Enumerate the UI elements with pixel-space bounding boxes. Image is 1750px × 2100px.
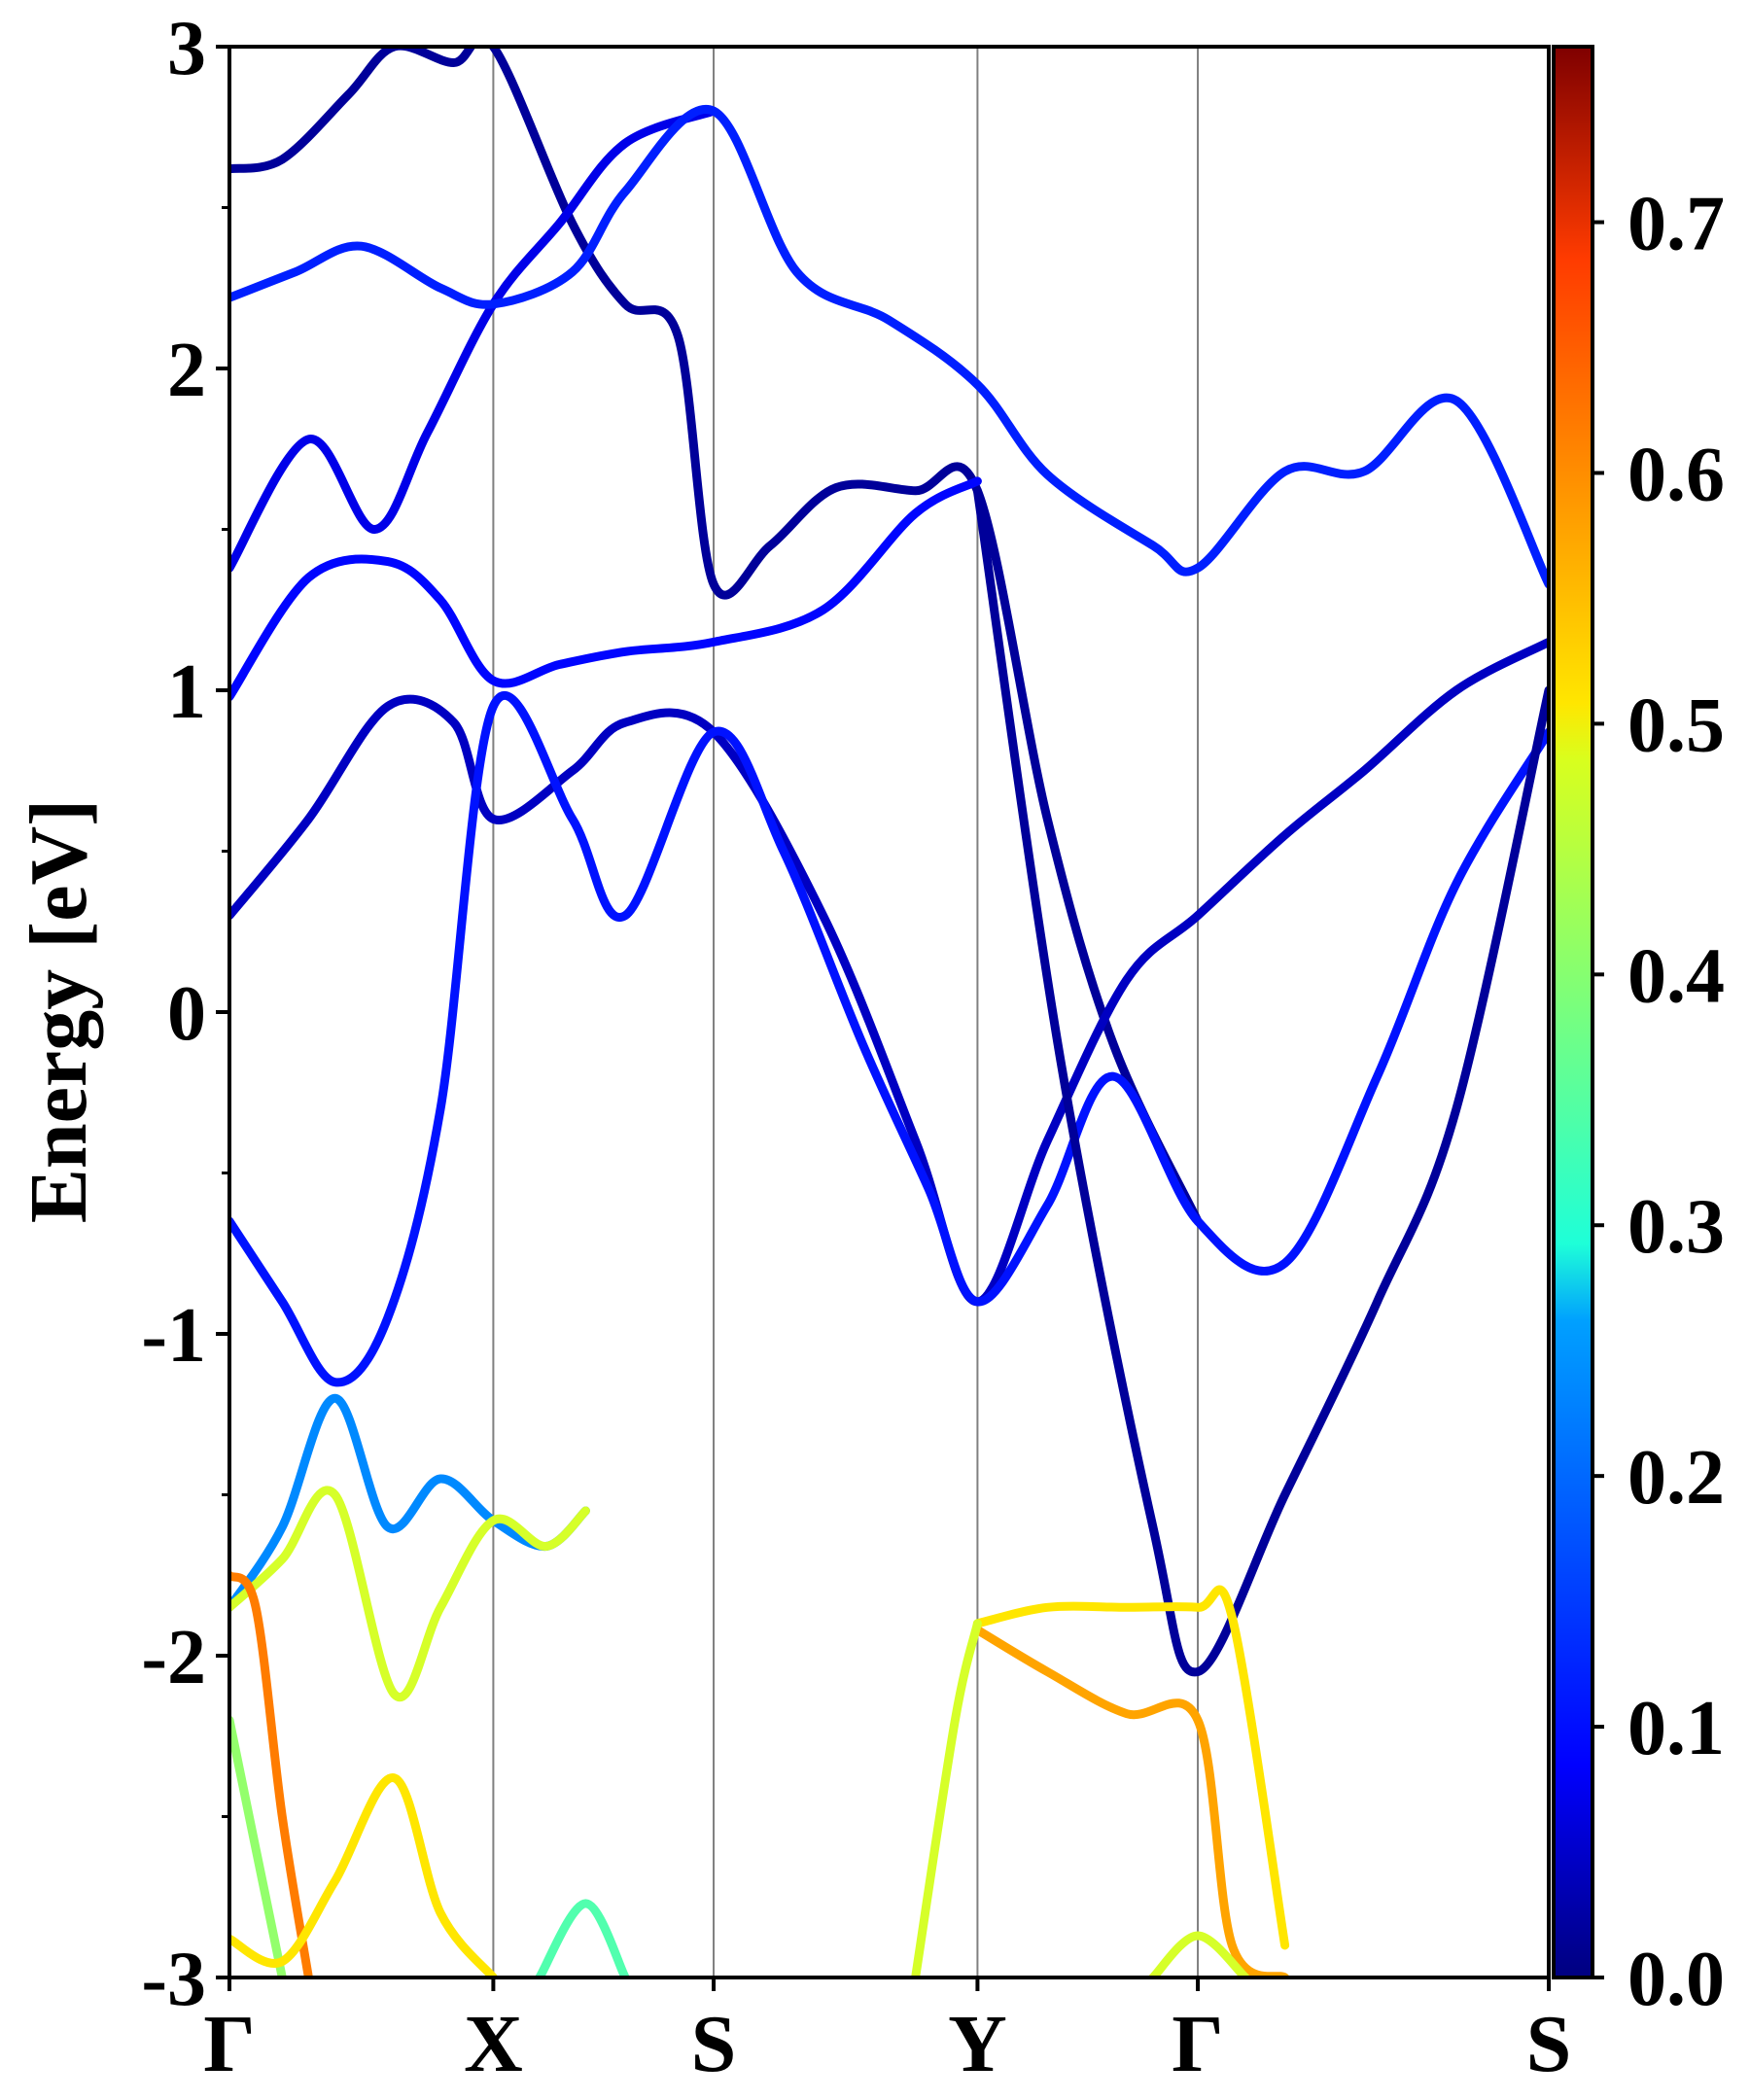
- band-line-6: [229, 691, 1549, 1387]
- y-tick-label: 0: [167, 971, 206, 1057]
- colorbar-ticks: 0.7 0.6 0.5 0.4 0.3 0.2 0.1 0.0: [1592, 182, 1725, 2022]
- y-axis-label: Energy [eV]: [14, 799, 104, 1223]
- colorbar-tick-label: 0.0: [1628, 1937, 1725, 2022]
- k-point-label: S: [1526, 1999, 1572, 2089]
- band-line-1: [229, 47, 1203, 1226]
- plot-frame: [228, 45, 1551, 1979]
- band-line-4: [229, 476, 982, 702]
- y-tick-label: -1: [141, 1293, 206, 1379]
- band-line-9: [229, 1486, 590, 1702]
- band-line-2: [229, 106, 718, 573]
- band-line-14: [229, 1773, 498, 1978]
- band-line-3: [229, 104, 1549, 589]
- k-point-label: Γ: [1172, 1999, 1223, 2089]
- y-tick-label: 3: [167, 6, 206, 91]
- y-tick-label: -2: [141, 1615, 206, 1700]
- band-line-10: [972, 1585, 1290, 1950]
- band-line-7: [229, 1393, 590, 1612]
- band-line-13: [229, 1715, 287, 1978]
- band-line-17: [1148, 1931, 1250, 1978]
- colorbar-tick-label: 0.2: [1628, 1435, 1725, 1521]
- colorbar-tick-label: 0.4: [1628, 933, 1725, 1019]
- colorbar-tick-label: 0.5: [1628, 682, 1725, 768]
- band-line-11: [972, 1626, 1290, 1978]
- band-line-8: [972, 486, 1549, 1677]
- band-lines: [229, 47, 1549, 1978]
- band-line-5: [229, 637, 1549, 1307]
- band-line-16: [911, 1619, 982, 1978]
- colorbar-tick-label: 0.6: [1628, 432, 1725, 517]
- y-axis-ticks: 3 2 1 0 -1 -2 -3: [141, 6, 229, 2022]
- y-tick-label: 2: [167, 328, 206, 413]
- band-line-12: [229, 1570, 313, 1978]
- colorbar-tick-label: 0.1: [1628, 1686, 1725, 1771]
- high-symmetry-lines: [492, 47, 1200, 1978]
- colorbar: [1552, 45, 1594, 1979]
- k-point-label: S: [691, 1999, 737, 2089]
- k-point-label: Y: [948, 1999, 1007, 2089]
- k-point-label: X: [464, 1999, 523, 2089]
- colorbar-tick-label: 0.3: [1628, 1184, 1725, 1270]
- y-tick-label: -3: [141, 1937, 206, 2022]
- band-line-15: [535, 1899, 630, 1978]
- y-tick-label: 1: [167, 649, 206, 735]
- k-point-label: Γ: [203, 1999, 255, 2089]
- colorbar-tick-label: 0.7: [1628, 182, 1725, 267]
